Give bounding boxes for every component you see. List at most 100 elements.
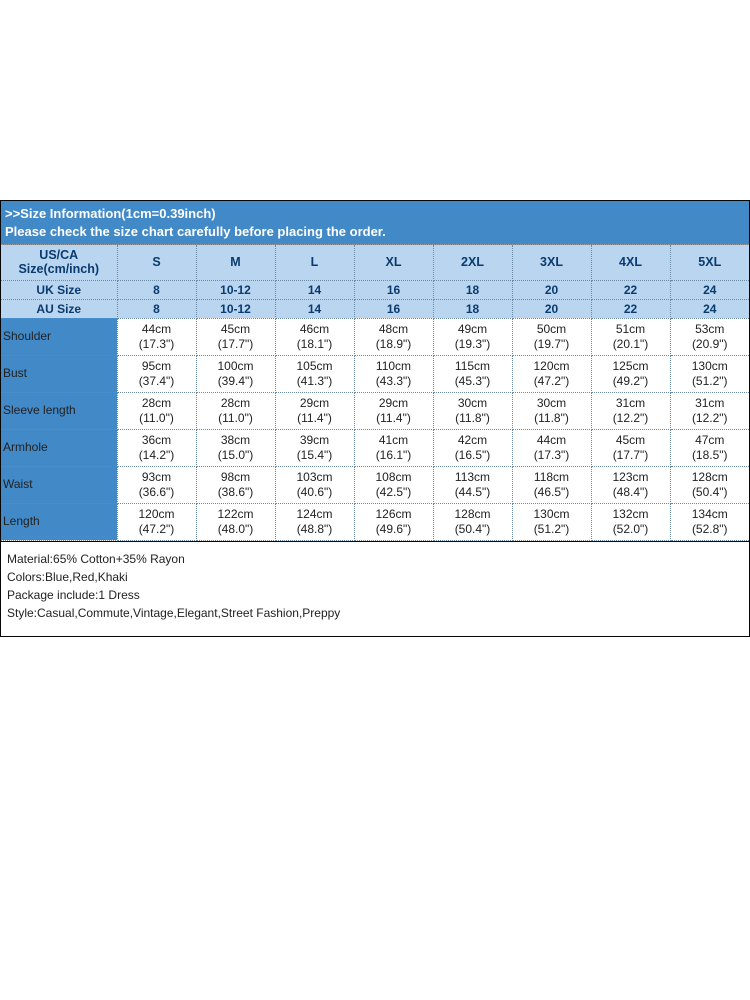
inch-value: (44.5") (455, 485, 491, 499)
inch-value: (36.6") (139, 485, 175, 499)
cm-value: 115cm (455, 359, 490, 373)
au-1: 10-12 (196, 299, 275, 318)
inch-value: (11.4") (376, 411, 411, 425)
measure-cell: 29cm(11.4") (275, 392, 354, 429)
size-table: US/CA Size(cm/inch) S M L XL 2XL 3XL 4XL… (1, 245, 749, 541)
measure-cell: 124cm(48.8") (275, 503, 354, 540)
measure-cell: 118cm(46.5") (512, 466, 591, 503)
inch-value: (17.3") (534, 448, 570, 462)
uk-label: UK Size (1, 280, 117, 299)
cm-value: 39cm (300, 433, 329, 447)
measure-label: Bust (1, 355, 117, 392)
measure-cell: 120cm(47.2") (512, 355, 591, 392)
cm-value: 29cm (379, 396, 408, 410)
uk-3: 16 (354, 280, 433, 299)
inch-value: (16.5") (455, 448, 491, 462)
measure-label: Sleeve length (1, 392, 117, 429)
inch-value: (15.4") (297, 448, 333, 462)
inch-value: (52.8") (692, 522, 728, 536)
measure-cell: 128cm(50.4") (670, 466, 749, 503)
inch-value: (11.0") (139, 411, 174, 425)
header-label-l1: US/CA (39, 248, 78, 262)
measure-cell: 93cm(36.6") (117, 466, 196, 503)
cm-value: 100cm (217, 359, 253, 373)
measure-cell: 126cm(49.6") (354, 503, 433, 540)
inch-value: (38.6") (218, 485, 254, 499)
measure-cell: 48cm(18.9") (354, 318, 433, 355)
cm-value: 120cm (138, 507, 174, 521)
cm-value: 110cm (376, 359, 411, 373)
cm-value: 126cm (375, 507, 411, 521)
measure-cell: 50cm(19.7") (512, 318, 591, 355)
uk-0: 8 (117, 280, 196, 299)
banner-line2: Please check the size chart carefully be… (5, 224, 386, 239)
inch-value: (18.9") (376, 337, 412, 351)
col-3xl: 3XL (512, 245, 591, 280)
cm-value: 113cm (455, 470, 490, 484)
inch-value: (51.2") (534, 522, 570, 536)
measure-label: Length (1, 503, 117, 540)
measure-cell: 113cm(44.5") (433, 466, 512, 503)
measure-cell: 125cm(49.2") (591, 355, 670, 392)
cm-value: 130cm (692, 359, 728, 373)
size-chart: >>Size Information(1cm=0.39inch) Please … (0, 200, 750, 637)
inch-value: (12.2") (692, 411, 728, 425)
inch-value: (49.6") (376, 522, 412, 536)
measure-cell: 130cm(51.2") (512, 503, 591, 540)
inch-value: (48.8") (297, 522, 333, 536)
measure-cell: 42cm(16.5") (433, 429, 512, 466)
cm-value: 51cm (616, 322, 645, 336)
inch-value: (17.7") (218, 337, 254, 351)
inch-value: (17.3") (139, 337, 175, 351)
inch-value: (20.9") (692, 337, 728, 351)
cm-value: 28cm (142, 396, 171, 410)
inch-value: (46.5") (534, 485, 570, 499)
inch-value: (49.2") (613, 374, 649, 388)
inch-value: (47.2") (139, 522, 175, 536)
measure-cell: 28cm(11.0") (196, 392, 275, 429)
au-size-row: AU Size 8 10-12 14 16 18 20 22 24 (1, 299, 749, 318)
cm-value: 36cm (142, 433, 171, 447)
measure-cell: 31cm(12.2") (670, 392, 749, 429)
banner-line1: >>Size Information(1cm=0.39inch) (5, 206, 216, 221)
cm-value: 128cm (692, 470, 728, 484)
measure-cell: 122cm(48.0") (196, 503, 275, 540)
cm-value: 41cm (379, 433, 408, 447)
measure-row: Length120cm(47.2")122cm(48.0")124cm(48.8… (1, 503, 749, 540)
inch-value: (11.8") (455, 411, 490, 425)
measure-cell: 30cm(11.8") (433, 392, 512, 429)
cm-value: 98cm (221, 470, 250, 484)
inch-value: (18.5") (692, 448, 728, 462)
cm-value: 123cm (612, 470, 648, 484)
inch-value: (37.4") (139, 374, 175, 388)
cm-value: 103cm (296, 470, 332, 484)
uk-size-row: UK Size 8 10-12 14 16 18 20 22 24 (1, 280, 749, 299)
col-s: S (117, 245, 196, 280)
measure-row: Armhole36cm(14.2")38cm(15.0")39cm(15.4")… (1, 429, 749, 466)
cm-value: 132cm (612, 507, 648, 521)
measure-cell: 115cm(45.3") (433, 355, 512, 392)
cm-value: 42cm (458, 433, 487, 447)
col-2xl: 2XL (433, 245, 512, 280)
measure-cell: 51cm(20.1") (591, 318, 670, 355)
inch-value: (47.2") (534, 374, 570, 388)
cm-value: 95cm (142, 359, 171, 373)
info-material: Material:65% Cotton+35% Rayon (7, 550, 743, 568)
col-5xl: 5XL (670, 245, 749, 280)
measure-cell: 123cm(48.4") (591, 466, 670, 503)
header-label: US/CA Size(cm/inch) (1, 245, 117, 280)
cm-value: 93cm (142, 470, 171, 484)
measure-label: Shoulder (1, 318, 117, 355)
cm-value: 122cm (217, 507, 253, 521)
inch-value: (50.4") (692, 485, 728, 499)
inch-value: (48.4") (613, 485, 649, 499)
inch-value: (52.0") (613, 522, 649, 536)
measure-cell: 31cm(12.2") (591, 392, 670, 429)
measure-cell: 30cm(11.8") (512, 392, 591, 429)
col-l: L (275, 245, 354, 280)
cm-value: 124cm (296, 507, 332, 521)
au-3: 16 (354, 299, 433, 318)
measure-cell: 38cm(15.0") (196, 429, 275, 466)
measure-row: Sleeve length28cm(11.0")28cm(11.0")29cm(… (1, 392, 749, 429)
cm-value: 45cm (221, 322, 250, 336)
